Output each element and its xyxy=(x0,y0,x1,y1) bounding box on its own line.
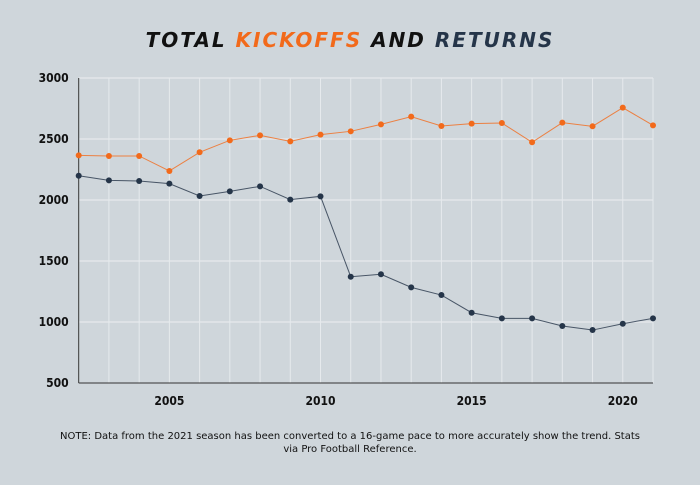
series-line-0 xyxy=(78,107,654,172)
chart-title: TOTAL KICKOFFS AND RETURNS xyxy=(0,28,700,52)
data-point xyxy=(559,119,566,126)
data-point xyxy=(468,309,475,316)
data-point xyxy=(498,315,505,322)
x-tick-label: 2005 xyxy=(154,394,184,408)
data-point xyxy=(287,196,294,203)
y-tick-label: 1000 xyxy=(39,315,69,329)
data-point xyxy=(498,120,505,127)
data-point xyxy=(377,121,384,128)
data-point xyxy=(619,104,626,111)
data-point xyxy=(226,188,233,195)
y-tick-label: 2500 xyxy=(39,132,69,146)
data-point xyxy=(377,271,384,278)
data-point xyxy=(136,152,143,159)
data-point xyxy=(438,292,445,299)
data-point xyxy=(589,327,596,334)
data-point xyxy=(408,284,415,291)
title-part-and: AND xyxy=(362,28,435,52)
title-part-returns: RETURNS xyxy=(434,28,555,52)
y-tick-label: 500 xyxy=(46,376,69,390)
x-tick-label: 2015 xyxy=(457,394,487,408)
data-point xyxy=(196,149,203,156)
x-tick-label: 2020 xyxy=(608,394,638,408)
title-part-total: TOTAL xyxy=(145,28,236,52)
data-point xyxy=(257,183,264,190)
data-point xyxy=(257,132,264,139)
data-point xyxy=(347,273,354,280)
data-point xyxy=(650,122,656,129)
data-point xyxy=(105,152,112,159)
data-point xyxy=(166,180,173,187)
footnote: NOTE: Data from the 2021 season has been… xyxy=(60,431,640,455)
data-point xyxy=(75,152,82,159)
data-point xyxy=(196,192,203,199)
data-point xyxy=(347,128,354,135)
data-point xyxy=(589,123,596,130)
y-tick-label: 1500 xyxy=(39,254,69,268)
data-point xyxy=(136,177,143,184)
data-point xyxy=(166,167,173,174)
data-point xyxy=(317,131,324,138)
data-point xyxy=(408,113,415,120)
x-tick-label: 2010 xyxy=(305,394,335,408)
title-part-kickoffs: KICKOFFS xyxy=(235,28,363,52)
data-point xyxy=(650,315,656,322)
data-point xyxy=(105,177,112,184)
y-tick-label: 3000 xyxy=(39,71,69,85)
y-tick-label: 2000 xyxy=(39,193,69,207)
data-point xyxy=(226,137,233,144)
data-point xyxy=(287,138,294,145)
data-point xyxy=(317,193,324,200)
data-point xyxy=(619,320,626,327)
data-point xyxy=(529,315,536,322)
data-point xyxy=(75,172,82,179)
series-line-1 xyxy=(78,175,654,331)
data-point xyxy=(529,139,536,146)
data-point xyxy=(559,323,566,330)
data-point xyxy=(438,122,445,129)
data-point xyxy=(468,120,475,127)
